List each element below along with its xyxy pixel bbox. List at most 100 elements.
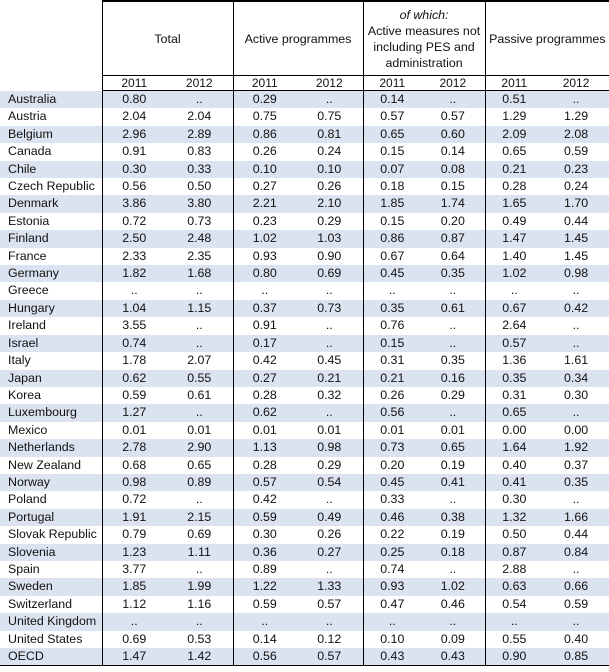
value-cell: .. — [296, 334, 364, 353]
value-cell: 0.93 — [362, 578, 422, 596]
table-row: Mexico 0.01 0.01 0.01 0.01 0.01 0.01 0.00 0.00 — [0, 421, 609, 440]
value-cell: .. — [101, 613, 166, 631]
value-cell: 1.15 — [166, 299, 234, 318]
value-cell: 0.01 — [101, 421, 166, 440]
value-cell: 0.20 — [362, 456, 422, 474]
value-cell: 0.31 — [362, 352, 422, 370]
value-cell: 1.45 — [563, 248, 589, 263]
table-row: Chile 0.30 0.33 0.10 0.10 0.07 0.08 0.21 0.23 — [0, 160, 609, 179]
value-cell: 2.35 — [187, 248, 212, 263]
value-cell: 1.82 — [101, 265, 166, 283]
country-name-cell: Austria — [8, 109, 47, 124]
value-cell: 1.85 — [101, 578, 166, 596]
value-cell: .. — [543, 404, 609, 422]
country-name-cell: Chile — [0, 160, 102, 179]
country-name-cell: New Zealand — [8, 457, 82, 472]
country-name-cell: Canada — [8, 144, 52, 159]
value-cell: 2.88 — [484, 560, 544, 579]
country-name-cell: Estonia — [8, 213, 50, 228]
value-cell: 0.27 — [296, 543, 364, 561]
value-cell: 0.21 — [296, 369, 364, 387]
value-cell: 0.35 — [440, 353, 465, 368]
value-cell: 1.16 — [187, 596, 212, 611]
value-cell: 0.15 — [362, 334, 422, 353]
value-cell: 2.15 — [166, 508, 234, 527]
value-cell: 0.81 — [296, 125, 364, 144]
value-cell: 1.61 — [563, 353, 589, 368]
table-body: Australia 0.80.. 0.29.. 0.14.. 0.51.. Austria… — [0, 90, 609, 667]
country-name-cell: Hungary — [0, 299, 102, 318]
table-row: Netherlands 2.78 2.90 1.13 0.98 0.73 0.65 1.64 1… — [0, 439, 609, 457]
value-cell: 2.04 — [187, 109, 212, 124]
value-cell: 0.33 — [362, 491, 422, 509]
table-row: Spain 3.77.. 0.89.. 0.74.. 2.88.. — [0, 560, 609, 579]
value-cell: 0.01 — [187, 422, 212, 437]
table-row: Estonia 0.72 0.73 0.23 0.29 0.15 0.20 0.49 0.44 — [0, 212, 609, 231]
table-row: Israel 0.74.. 0.17.. 0.15.. 0.57.. — [0, 334, 609, 353]
value-cell: 0.16 — [421, 369, 486, 387]
value-cell: 0.36 — [232, 543, 297, 561]
value-cell: 0.72 — [101, 212, 166, 231]
value-cell: 0.59 — [232, 595, 297, 614]
country-name-cell: OECD — [0, 648, 102, 667]
value-cell: 0.38 — [421, 508, 486, 527]
value-cell: 3.77 — [101, 560, 166, 579]
value-cell: 0.80 — [101, 90, 166, 109]
value-cell: 1.99 — [166, 578, 234, 596]
value-cell: 0.74 — [101, 334, 166, 353]
value-cell: 0.69 — [296, 265, 364, 283]
country-name-cell: Belgium — [0, 125, 102, 144]
table-row: United States 0.69 0.53 0.14 0.12 0.10 0.09 0.5… — [0, 630, 609, 648]
value-cell: 0.17 — [232, 334, 297, 353]
value-cell: 1.74 — [421, 195, 486, 213]
country-name-cell: Slovak Republic — [8, 527, 97, 542]
value-cell: 0.90 — [317, 248, 342, 263]
value-cell: 0.15 — [440, 179, 465, 194]
country-name-cell: Greece — [8, 283, 49, 298]
table-row: Belgium 2.96 2.89 0.86 0.81 0.65 0.60 2.09 2.08 — [0, 125, 609, 144]
value-cell: 0.08 — [421, 160, 486, 179]
value-cell: 0.66 — [543, 578, 609, 596]
value-cell: .. — [484, 613, 544, 631]
value-cell: 0.83 — [187, 144, 212, 159]
country-name-cell: Slovenia — [0, 543, 102, 561]
value-cell: 0.26 — [362, 386, 422, 405]
value-cell: 0.28 — [232, 386, 297, 405]
value-cell: 0.85 — [543, 648, 609, 667]
value-cell: 0.29 — [317, 213, 342, 228]
value-cell: 0.65 — [484, 143, 544, 161]
value-cell: 0.46 — [362, 508, 422, 527]
value-cell: 0.15 — [362, 212, 422, 231]
table-row: Czech Republic 0.56 0.50 0.27 0.26 0.18 0.15 0.… — [0, 178, 609, 196]
value-cell: 0.09 — [440, 631, 465, 646]
value-cell: .. — [195, 492, 203, 507]
value-cell: 0.56 — [362, 404, 422, 422]
value-cell: 2.89 — [166, 125, 234, 144]
value-cell: 0.01 — [362, 421, 422, 440]
value-cell: 0.42 — [543, 299, 609, 318]
table-row: Norway 0.98 0.89 0.57 0.54 0.45 0.41 0.41 0.35 — [0, 473, 609, 492]
value-cell: 2.33 — [101, 247, 166, 266]
value-cell: 0.18 — [421, 543, 486, 561]
column-group-header-row: Total Active programmes of which: Active… — [0, 0, 609, 76]
value-cell: .. — [449, 318, 457, 333]
value-cell: 0.51 — [484, 90, 544, 109]
active-programmes-group-header: Active programmes — [232, 0, 364, 76]
value-cell: 0.59 — [101, 386, 166, 405]
value-cell: .. — [449, 561, 457, 576]
value-cell: 0.40 — [563, 631, 589, 646]
value-cell: .. — [421, 404, 486, 422]
total-group-header: Total — [101, 0, 234, 76]
country-name-cell: United States — [8, 631, 83, 646]
value-cell: .. — [166, 334, 234, 353]
value-cell: 0.35 — [362, 299, 422, 318]
table-row: Germany 1.82 1.68 0.80 0.69 0.45 0.35 1.02 0.98 — [0, 265, 609, 283]
value-cell: 0.20 — [440, 213, 465, 228]
table-row: Australia 0.80.. 0.29.. 0.14.. 0.51.. — [0, 90, 609, 109]
country-name-cell: Netherlands — [0, 439, 102, 457]
value-cell: 0.28 — [484, 178, 544, 196]
value-cell: 0.01 — [317, 422, 342, 437]
value-cell: 1.29 — [484, 108, 544, 126]
value-cell: 1.22 — [232, 578, 297, 596]
